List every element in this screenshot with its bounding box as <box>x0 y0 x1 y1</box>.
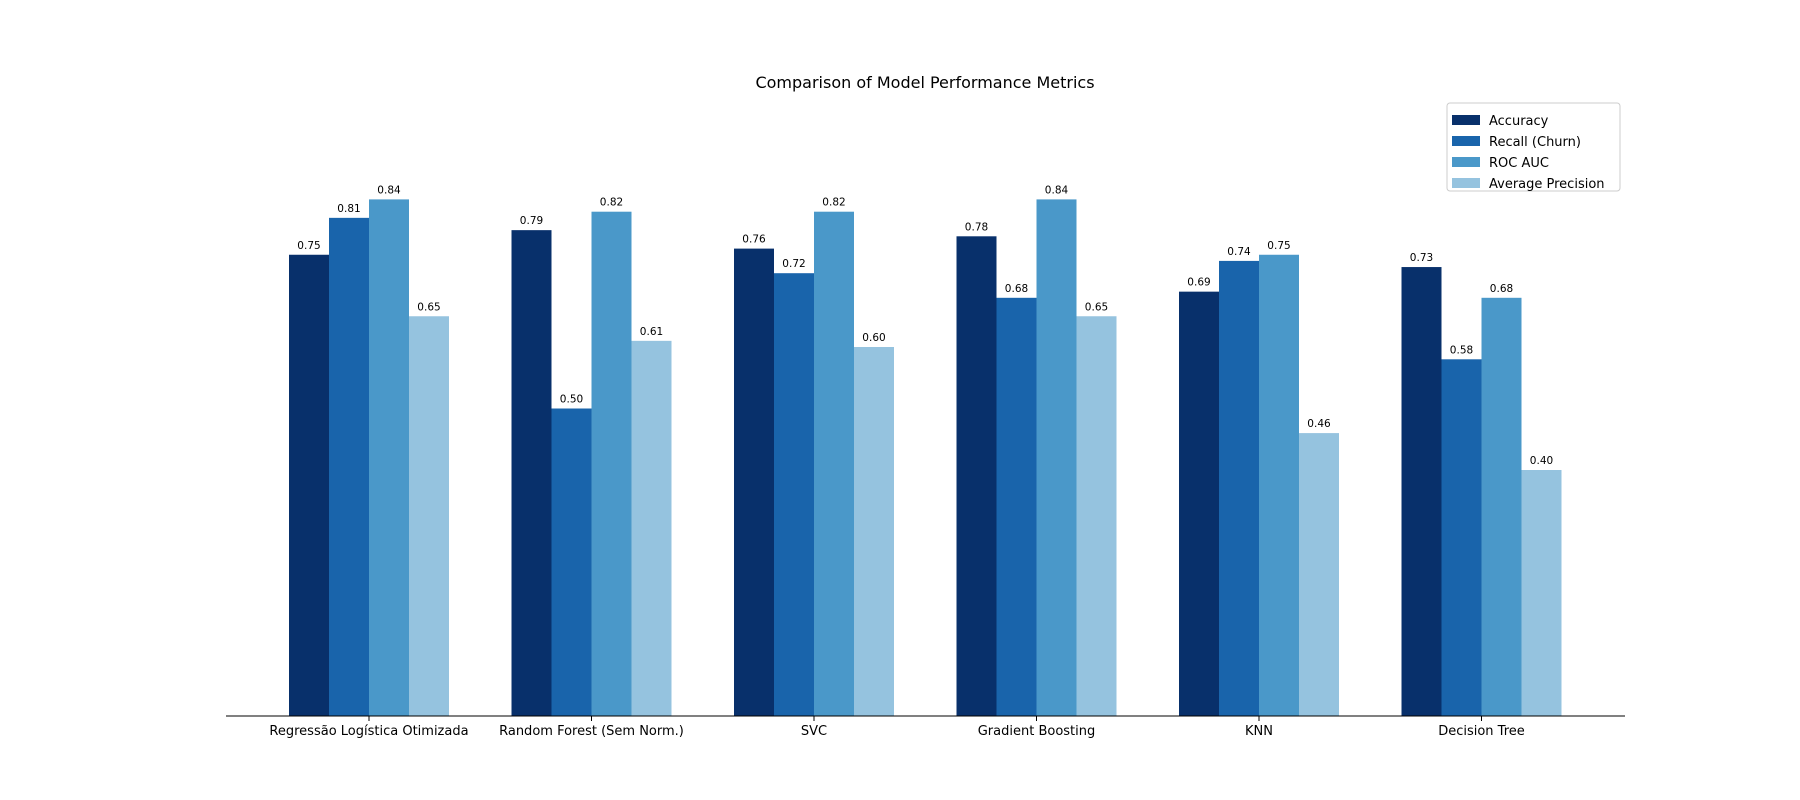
value-label-0-2: 0.84 <box>377 184 401 196</box>
x-tick-label-2: SVC <box>801 724 827 739</box>
x-tick-label-0: Regressão Logística Otimizada <box>269 724 468 739</box>
legend-swatch-1 <box>1452 136 1480 146</box>
bar-5-2 <box>1481 297 1522 716</box>
bar-3-3 <box>1076 316 1117 716</box>
bar-1-3 <box>631 340 672 716</box>
bar-4-3 <box>1299 433 1339 716</box>
legend-label-1: Recall (Churn) <box>1489 135 1581 150</box>
bar-1-1 <box>551 408 592 716</box>
value-label-4-3: 0.46 <box>1307 418 1331 430</box>
value-label-0-3: 0.65 <box>417 301 440 313</box>
value-label-4-0: 0.69 <box>1187 277 1210 289</box>
value-label-2-1: 0.72 <box>782 258 805 270</box>
value-label-3-2: 0.84 <box>1045 184 1069 196</box>
legend-swatch-3 <box>1452 178 1480 188</box>
bar-2-3 <box>854 347 894 716</box>
value-label-4-2: 0.75 <box>1267 240 1290 252</box>
value-label-0-1: 0.81 <box>337 203 360 215</box>
bar-3-0 <box>956 236 997 717</box>
value-label-1-2: 0.82 <box>600 197 623 209</box>
legend-swatch-2 <box>1452 157 1480 167</box>
value-label-5-2: 0.68 <box>1490 283 1513 295</box>
x-tick-label-1: Random Forest (Sem Norm.) <box>499 724 684 739</box>
value-label-1-3: 0.61 <box>640 326 663 338</box>
value-label-2-2: 0.82 <box>822 197 845 209</box>
x-ticks-group: Regressão Logística Otimizada Random Fore… <box>269 716 1525 739</box>
value-label-5-1: 0.58 <box>1450 344 1473 356</box>
bar-2-2 <box>814 211 854 716</box>
bar-4-0 <box>1179 291 1219 716</box>
legend-label-0: Accuracy <box>1489 114 1549 129</box>
bar-3-2 <box>1036 199 1077 716</box>
value-label-5-0: 0.73 <box>1410 252 1433 264</box>
value-label-5-3: 0.40 <box>1530 455 1553 467</box>
value-label-4-1: 0.74 <box>1227 246 1251 258</box>
bar-1-0 <box>511 230 552 716</box>
bar-4-1 <box>1219 260 1259 716</box>
bar-0-0 <box>289 254 329 716</box>
bar-1-2 <box>591 211 632 716</box>
bars-group <box>289 199 1562 717</box>
x-tick-label-3: Gradient Boosting <box>978 724 1096 739</box>
bar-2-1 <box>774 273 814 716</box>
bar-0-1 <box>329 217 369 716</box>
x-tick-label-4: KNN <box>1245 724 1273 739</box>
value-label-3-3: 0.65 <box>1085 301 1108 313</box>
bar-5-0 <box>1401 267 1442 716</box>
bar-3-1 <box>996 297 1037 716</box>
bar-4-2 <box>1259 254 1299 716</box>
legend-frame <box>1446 102 1621 192</box>
bar-0-3 <box>409 316 449 716</box>
value-label-1-0: 0.79 <box>520 215 543 227</box>
legend-label-2: ROC AUC <box>1489 156 1549 171</box>
value-label-2-0: 0.76 <box>742 234 766 246</box>
bar-2-0 <box>734 248 774 716</box>
legend-swatch-0 <box>1452 115 1480 125</box>
value-labels-group: 0.75 0.81 0.84 0.65 0.79 0.50 0.82 0.61 0.76 0.72… <box>297 184 1553 467</box>
legend: Accuracy Recall (Churn) ROC AUC Average Pre… <box>1446 102 1621 192</box>
value-label-0-0: 0.75 <box>297 240 320 252</box>
bar-0-2 <box>369 199 409 716</box>
legend-label-3: Average Precision <box>1489 177 1605 192</box>
chart-title: Comparison of Model Performance Metrics <box>755 73 1094 92</box>
bar-5-3 <box>1521 470 1562 716</box>
x-tick-label-5: Decision Tree <box>1438 724 1525 739</box>
value-label-2-3: 0.60 <box>862 332 885 344</box>
value-label-3-1: 0.68 <box>1005 283 1028 295</box>
value-label-3-0: 0.78 <box>965 221 988 233</box>
value-label-1-1: 0.50 <box>560 394 583 406</box>
bar-5-1 <box>1441 359 1482 716</box>
